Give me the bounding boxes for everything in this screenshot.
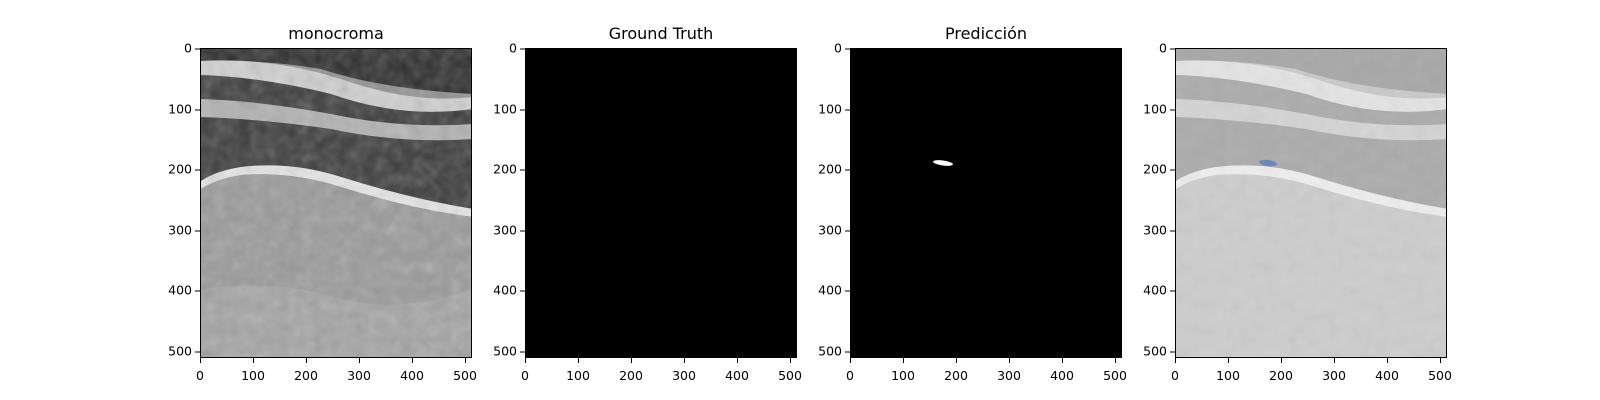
x-tick: 200 [936, 358, 976, 383]
y-tick: 100 [489, 102, 525, 117]
x-tick: 0 [830, 358, 870, 383]
y-tick: 400 [164, 283, 200, 298]
overlay-region [1259, 159, 1277, 167]
y-tick: 0 [164, 41, 200, 56]
image-monocroma [200, 48, 472, 358]
x-tick: 100 [558, 358, 598, 383]
y-tick: 200 [489, 162, 525, 177]
x-tick: 400 [1367, 358, 1407, 383]
y-tick: 200 [814, 162, 850, 177]
panel-title: monocroma [288, 24, 384, 43]
y-tick: 100 [164, 102, 200, 117]
y-tick: 500 [489, 344, 525, 359]
x-tick: 300 [664, 358, 704, 383]
y-tick: 400 [489, 283, 525, 298]
image-ground-truth [525, 48, 797, 358]
ultrasound-image [201, 49, 471, 357]
image-overlay [1175, 48, 1447, 358]
y-tick: 0 [1139, 41, 1175, 56]
x-tick: 500 [770, 358, 810, 383]
panel-monocroma: monocroma 0 [168, 0, 520, 400]
x-tick: 0 [505, 358, 545, 383]
panel-prediccion: Predicción 0 100 200 300 400 500 0 100 2… [818, 0, 1170, 400]
panel-title: Ground Truth [608, 24, 714, 43]
x-tick: 500 [1420, 358, 1460, 383]
y-tick: 300 [1139, 223, 1175, 238]
y-tick: 300 [814, 223, 850, 238]
x-tick: 100 [233, 358, 273, 383]
x-tick: 300 [989, 358, 1029, 383]
panel-overlay: 0 100 200 300 400 500 0 100 200 300 400 … [1143, 0, 1495, 400]
x-tick: 0 [1155, 358, 1195, 383]
overlay-image [1176, 49, 1446, 357]
panel-title: Predicción [944, 24, 1027, 43]
y-tick: 500 [814, 344, 850, 359]
y-tick: 200 [164, 162, 200, 177]
x-tick: 300 [339, 358, 379, 383]
x-tick: 200 [611, 358, 651, 383]
x-tick: 400 [1042, 358, 1082, 383]
y-tick: 400 [814, 283, 850, 298]
prediction-mask-image [851, 49, 1121, 357]
y-tick: 100 [1139, 102, 1175, 117]
mask-image [526, 49, 796, 357]
x-tick: 0 [180, 358, 220, 383]
y-tick: 500 [164, 344, 200, 359]
y-tick: 100 [814, 102, 850, 117]
panel-ground-truth: Ground Truth 0 100 200 300 400 500 0 100… [493, 0, 845, 400]
x-tick: 400 [392, 358, 432, 383]
x-tick: 300 [1314, 358, 1354, 383]
x-tick: 200 [1261, 358, 1301, 383]
y-tick: 200 [1139, 162, 1175, 177]
x-tick: 500 [1095, 358, 1135, 383]
image-prediccion [850, 48, 1122, 358]
y-tick: 300 [489, 223, 525, 238]
y-tick: 400 [1139, 283, 1175, 298]
x-tick: 400 [717, 358, 757, 383]
x-tick: 100 [883, 358, 923, 383]
y-tick: 300 [164, 223, 200, 238]
y-tick: 0 [489, 41, 525, 56]
predicted-region [933, 160, 953, 166]
y-tick: 0 [814, 41, 850, 56]
x-tick: 200 [286, 358, 326, 383]
x-tick: 100 [1208, 358, 1248, 383]
x-tick: 500 [445, 358, 485, 383]
y-tick: 500 [1139, 344, 1175, 359]
